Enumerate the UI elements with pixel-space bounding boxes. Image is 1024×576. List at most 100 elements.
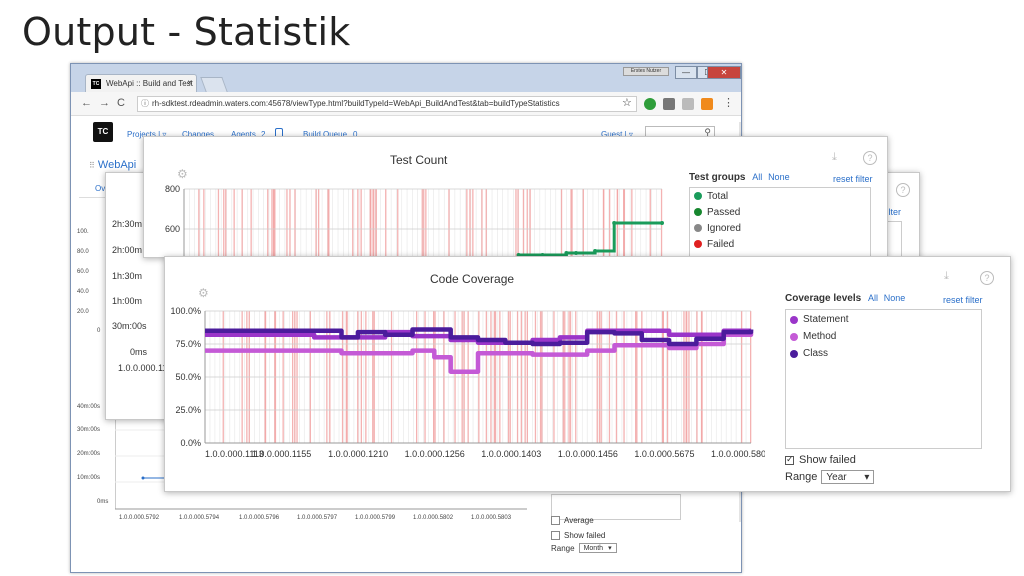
test-groups-title: Test groups — [689, 172, 746, 183]
bg-lower-xlabel: 1.0.0.000.5799 — [355, 515, 396, 521]
failed-build-band — [250, 189, 252, 259]
legend-item-passed[interactable]: Passed — [694, 204, 866, 220]
bg-show-failed-toggle[interactable]: Show failed — [551, 531, 605, 540]
range-select[interactable]: Year ▾ — [821, 470, 875, 484]
teamcity-logo[interactable]: TC — [93, 122, 113, 142]
nav-build-queue[interactable]: Build Queue — [303, 130, 348, 139]
extension-green-icon[interactable] — [644, 98, 656, 110]
duration-tick: 1h:30m — [112, 271, 143, 281]
duration-help-icon[interactable]: ? — [896, 183, 910, 197]
failed-build-band — [318, 189, 320, 259]
extension-grey-icon[interactable] — [663, 98, 675, 110]
help-icon[interactable]: ? — [863, 151, 877, 165]
legend-dot — [790, 315, 798, 324]
download-icon[interactable]: ⤓ — [832, 151, 837, 163]
bookmark-star-icon[interactable]: ☆ — [622, 97, 632, 109]
test-groups-reset-filter[interactable]: reset filter — [833, 174, 873, 184]
download-icon[interactable]: ⤓ — [944, 270, 949, 282]
gear-icon[interactable]: ⚙ — [198, 286, 209, 300]
browser-tab[interactable]: TC WebApi :: Build and Test × — [85, 74, 197, 92]
bg-range-label: Range — [551, 543, 575, 553]
info-icon[interactable]: ⓘ — [141, 99, 149, 108]
legend-item-total[interactable]: Total — [694, 188, 866, 204]
chevron-down-icon: ▾ — [864, 471, 870, 483]
legend-dot — [694, 192, 702, 200]
coverage-reset-filter[interactable]: reset filter — [943, 295, 983, 305]
legend-item-ignored[interactable]: Ignored — [694, 220, 866, 236]
coverage-none-link[interactable]: None — [883, 293, 906, 303]
coverage-all-link[interactable]: All — [867, 293, 878, 303]
nav-projects[interactable]: Projects | ▿ — [127, 130, 167, 139]
data-point — [612, 221, 617, 225]
close-window-button[interactable]: ✕ — [707, 66, 741, 79]
x-tick-label: 1.0.0.000.1155 — [252, 449, 311, 459]
forward-icon[interactable]: → — [99, 97, 110, 109]
failed-build-band — [582, 189, 584, 259]
legend-item-statement[interactable]: Statement — [790, 311, 977, 328]
x-tick-label: 1.0.0.000.1456 — [558, 449, 618, 459]
extension-orange-icon[interactable] — [701, 98, 713, 110]
bg-lower-legend-box — [551, 494, 681, 520]
test-count-chart: 800 600 — [165, 184, 664, 259]
failed-build-band — [233, 189, 235, 259]
average-checkbox[interactable] — [551, 516, 560, 525]
minimize-button[interactable]: — — [675, 66, 697, 79]
failed-build-band — [357, 189, 359, 259]
failed-build-band — [352, 189, 354, 259]
tab-close-icon[interactable]: × — [187, 78, 192, 87]
failed-build-band — [373, 189, 375, 259]
legend-dot — [694, 208, 702, 216]
nav-guest[interactable]: Guest | ▿ — [601, 130, 633, 139]
x-tick-label: 1.0.0.000.5675 — [634, 449, 694, 459]
nav-agents[interactable]: Agents — [231, 130, 256, 139]
bg-show-failed-checkbox[interactable] — [551, 531, 560, 540]
help-icon[interactable]: ? — [980, 271, 994, 285]
failed-build-band — [360, 189, 362, 259]
average-toggle[interactable]: Average — [551, 516, 594, 525]
browser-menu-icon[interactable]: ⋮ — [723, 97, 734, 109]
x-tick-label: 1.0.0.000.1210 — [328, 449, 388, 459]
gear-icon[interactable]: ⚙ — [177, 167, 188, 181]
legend-item-method[interactable]: Method — [790, 328, 977, 345]
failed-build-band — [274, 189, 276, 259]
failed-build-band — [241, 189, 243, 259]
show-failed-checkbox[interactable]: ✓ — [785, 453, 794, 465]
tab-title: WebApi :: Build and Test — [106, 79, 193, 88]
tab-overview[interactable]: Ov — [95, 184, 106, 193]
legend-item-failed[interactable]: Failed — [694, 236, 866, 252]
nav-changes[interactable]: Changes — [182, 130, 215, 139]
extension-light-icon[interactable] — [682, 98, 694, 110]
legend-item-class[interactable]: Class — [790, 345, 977, 362]
failed-build-band — [370, 189, 372, 259]
y-tick-label: 50.0% — [175, 372, 201, 382]
test-groups-none-link[interactable]: None — [768, 172, 790, 182]
bg-lower-tick: 30m:00s — [77, 427, 101, 433]
bg-range-select[interactable]: Month ▾ — [578, 543, 617, 553]
breadcrumb-project[interactable]: WebApi — [97, 159, 137, 171]
duration-tick: 30m:00s — [112, 321, 147, 331]
duration-filter-link[interactable]: filter — [884, 207, 902, 217]
test-groups-all-link[interactable]: All — [752, 172, 763, 182]
failed-build-band — [571, 189, 573, 259]
bg-show-failed-label: Show failed — [564, 531, 606, 540]
agents-count: 2 — [261, 130, 266, 139]
duration-tick: 0ms — [130, 347, 148, 357]
failed-build-band — [425, 189, 427, 259]
failed-build-band — [603, 189, 605, 259]
url-input[interactable]: ⓘ rh-sdktest.rdeadmin.waters.com:45678/v… — [137, 96, 637, 112]
profile-chip[interactable]: Erstes Nutzer — [623, 67, 669, 76]
bg-lower-tick: 10m:00s — [77, 475, 101, 481]
duration-xlabel: 1.0.0.000.11 — [118, 363, 168, 373]
breadcrumb[interactable]: ⠿ WebApi — [89, 159, 136, 171]
back-icon[interactable]: ← — [81, 97, 92, 109]
reload-icon[interactable]: C — [117, 97, 125, 109]
x-tick-label: 1.0.0.000.1256 — [405, 449, 465, 459]
legend-label: Passed — [707, 206, 741, 218]
average-label: Average — [564, 516, 594, 525]
bg-left-tick: 60.0 — [77, 269, 89, 275]
y-tick-label: 25.0% — [175, 405, 201, 415]
bg-lower-axis: 40m:00s 30m:00s 20m:00s 10m:00s 0ms — [77, 399, 117, 519]
bg-lower-xlabel: 1.0.0.000.5792 — [119, 515, 160, 521]
show-failed-toggle[interactable]: ✓ Show failed — [785, 454, 856, 466]
address-toolbar: ← → C ⓘ rh-sdktest.rdeadmin.waters.com:4… — [71, 92, 741, 116]
